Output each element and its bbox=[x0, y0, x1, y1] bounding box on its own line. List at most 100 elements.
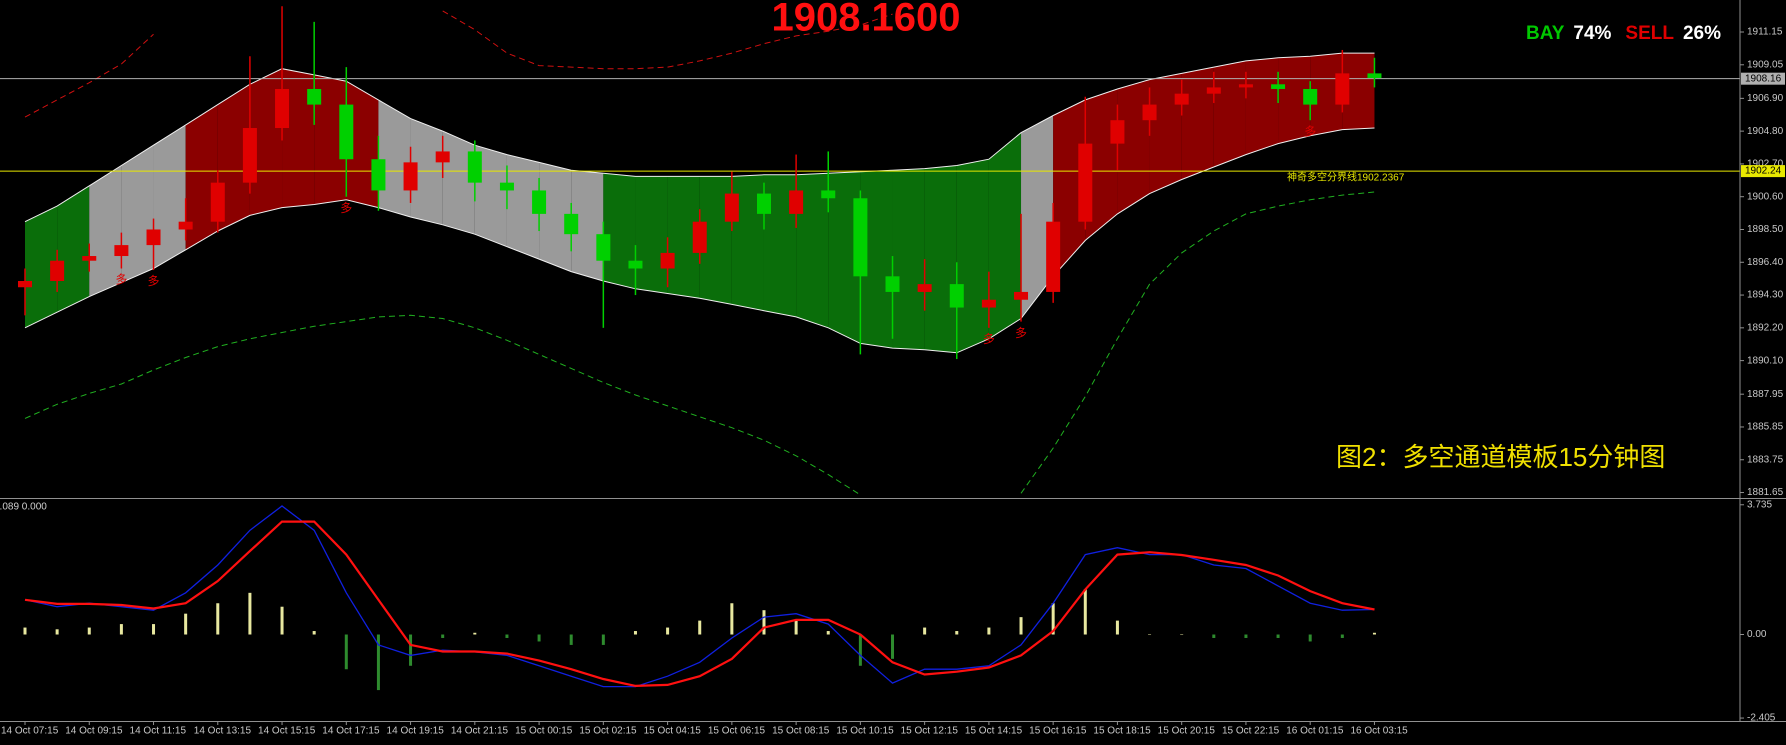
histogram-bar bbox=[280, 606, 284, 635]
x-tick-label: 14 Oct 19:15 bbox=[387, 726, 445, 737]
x-tick-label: 15 Oct 12:15 bbox=[901, 726, 959, 737]
histogram-bar bbox=[730, 603, 734, 635]
candle-body bbox=[371, 159, 386, 191]
envelope-line bbox=[24, 191, 1375, 496]
x-tick-label: 14 Oct 13:15 bbox=[194, 726, 252, 737]
histogram-bar bbox=[1276, 634, 1280, 638]
histogram-bar bbox=[1115, 620, 1119, 635]
x-tick-label: 14 Oct 07:15 bbox=[1, 726, 59, 737]
level-label: 1902.24 bbox=[1745, 166, 1782, 177]
y-tick-label: 1887.95 bbox=[1747, 389, 1784, 400]
x-tick-label: 16 Oct 01:15 bbox=[1286, 726, 1344, 737]
level-tag bbox=[1741, 72, 1785, 85]
candle-body bbox=[1046, 221, 1061, 292]
histogram-bar bbox=[923, 627, 927, 635]
channel-zone bbox=[956, 159, 989, 353]
candle-body bbox=[499, 182, 514, 191]
histogram-bar bbox=[1372, 632, 1376, 635]
channel-zone bbox=[25, 206, 58, 328]
candle-body bbox=[339, 104, 354, 160]
channel-zone bbox=[153, 124, 186, 269]
candle-body bbox=[789, 190, 804, 214]
candle-body bbox=[564, 213, 579, 235]
histogram-bar bbox=[762, 610, 766, 635]
y-tick-label: 1892.20 bbox=[1747, 322, 1784, 333]
histogram-bar bbox=[1212, 634, 1216, 638]
candle-body bbox=[1014, 291, 1029, 300]
x-tick-label: 15 Oct 16:15 bbox=[1029, 726, 1087, 737]
candle-body bbox=[1271, 84, 1286, 89]
channel-zone bbox=[988, 132, 1022, 339]
channel-zone bbox=[410, 118, 443, 225]
histogram-bar bbox=[184, 613, 188, 635]
candle-body bbox=[628, 260, 643, 269]
channel-zone bbox=[1021, 115, 1054, 319]
channel-zone bbox=[506, 154, 540, 260]
signal-label: 多 bbox=[983, 332, 995, 346]
channel-zone bbox=[539, 162, 572, 272]
y-tick-label: 1911.15 bbox=[1747, 27, 1783, 38]
x-tick-label: 15 Oct 00:15 bbox=[515, 726, 573, 737]
channel-edge bbox=[24, 127, 1375, 354]
macd-line bbox=[24, 520, 1375, 688]
channel-zone bbox=[603, 173, 636, 289]
candle-body bbox=[403, 162, 418, 191]
candle-body bbox=[724, 193, 739, 222]
signal-label: 多 bbox=[115, 273, 127, 287]
candle-body bbox=[981, 299, 996, 308]
y-tick-label: 1881.65 bbox=[1747, 487, 1784, 498]
histogram-bar bbox=[569, 634, 573, 645]
histogram-bar bbox=[1083, 589, 1087, 635]
histogram-bar bbox=[87, 627, 91, 635]
channel-zone bbox=[121, 145, 154, 283]
channel-zone bbox=[1310, 53, 1343, 136]
histogram-bar bbox=[23, 627, 27, 635]
candle-body bbox=[307, 88, 322, 105]
channel-zone bbox=[860, 170, 893, 349]
candle-body bbox=[114, 245, 129, 257]
histogram-bar bbox=[312, 631, 316, 635]
channel-zone bbox=[1053, 99, 1086, 277]
candle-body bbox=[821, 190, 836, 199]
candle-body bbox=[1110, 120, 1125, 144]
channel-zone bbox=[1181, 67, 1214, 180]
caption: 图2：多空通道模板15分钟图 bbox=[1336, 442, 1665, 472]
x-tick-label: 14 Oct 11:15 bbox=[130, 726, 187, 737]
channel-zone bbox=[249, 68, 283, 216]
channel-zone bbox=[89, 165, 122, 297]
channel-zone bbox=[282, 68, 315, 208]
level-annotation: 神奇多空分界线1902.2367 bbox=[1287, 171, 1405, 184]
channel-zone bbox=[1149, 73, 1182, 194]
level-tag bbox=[1741, 165, 1785, 178]
histogram-bar bbox=[505, 634, 509, 638]
histogram-bar bbox=[1340, 634, 1344, 638]
candle-body bbox=[18, 281, 32, 288]
sentiment-value: 26% bbox=[1683, 23, 1721, 44]
signal-label: 多 bbox=[340, 201, 352, 215]
y-tick-label: 3.735 bbox=[1747, 499, 1772, 510]
histogram-bar bbox=[1308, 634, 1312, 642]
histogram-bar bbox=[858, 634, 862, 666]
histogram-bar bbox=[1051, 603, 1055, 635]
macd-panel bbox=[23, 505, 1376, 691]
x-tick-label: 15 Oct 20:15 bbox=[1158, 726, 1216, 737]
channel-zone bbox=[442, 131, 475, 235]
y-tick-label: 1900.60 bbox=[1747, 191, 1784, 202]
histogram-bar bbox=[891, 634, 895, 659]
x-tick-label: 14 Oct 17:15 bbox=[322, 726, 380, 737]
histogram-bar bbox=[119, 624, 123, 635]
x-tick-label: 14 Oct 15:15 bbox=[258, 726, 316, 737]
channel-zone bbox=[1213, 60, 1246, 168]
x-tick-label: 15 Oct 10:15 bbox=[836, 726, 894, 737]
x-tick-label: 15 Oct 08:15 bbox=[772, 726, 830, 737]
channel-zone bbox=[731, 174, 764, 311]
histogram-bar bbox=[601, 634, 605, 645]
channel-zone bbox=[667, 176, 700, 299]
channel-zone bbox=[796, 173, 829, 328]
histogram-bar bbox=[409, 634, 413, 666]
candle-body bbox=[596, 234, 611, 261]
channel-zone bbox=[1342, 53, 1375, 130]
